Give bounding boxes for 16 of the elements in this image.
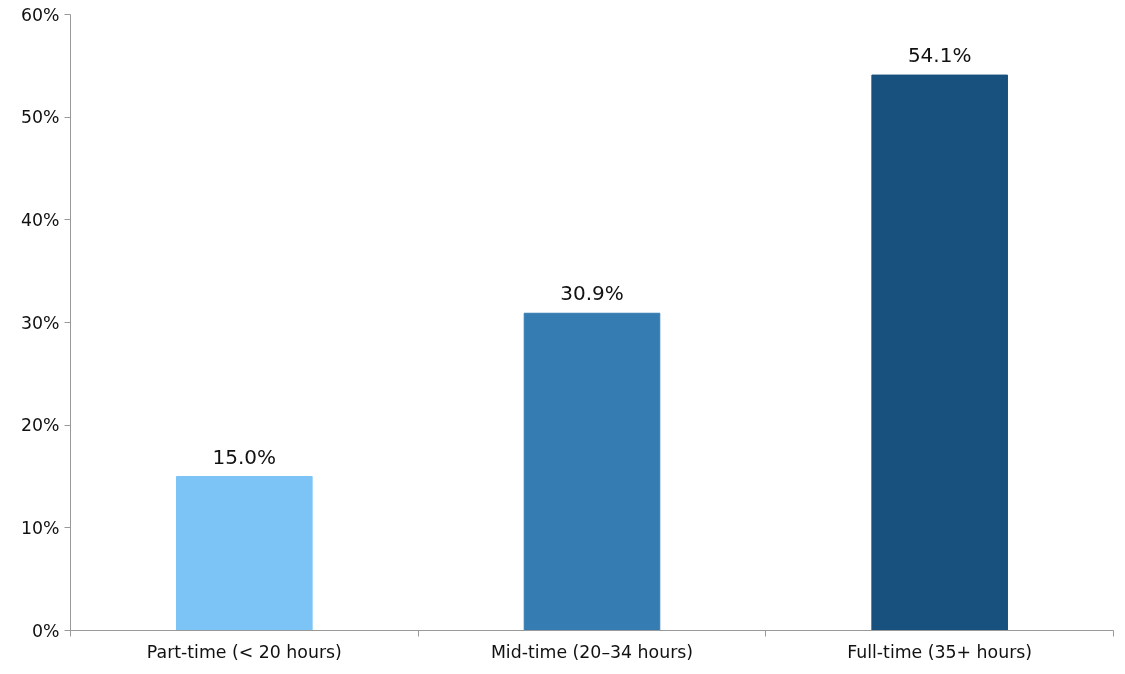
x-tick-label: Full-time (35+ hours) <box>847 641 1033 662</box>
bar <box>176 476 313 631</box>
data-label: 30.9% <box>560 281 624 306</box>
y-tick-label: 10% <box>20 517 60 538</box>
bar <box>523 312 661 631</box>
y-tick-label: 40% <box>20 209 60 230</box>
y-tick-label: 30% <box>20 312 60 333</box>
x-tick-label: Part-time (< 20 hours) <box>146 641 342 662</box>
y-tick-label: 60% <box>20 4 60 25</box>
y-tick-label: 20% <box>20 415 60 436</box>
bar <box>871 74 1008 631</box>
data-label: 54.1% <box>907 43 972 68</box>
x-tick-label: Mid-time (20–34 hours) <box>490 641 694 662</box>
data-label: 15.0% <box>212 444 277 469</box>
y-tick-label: 0% <box>32 620 60 641</box>
y-tick-label: 50% <box>20 107 60 128</box>
